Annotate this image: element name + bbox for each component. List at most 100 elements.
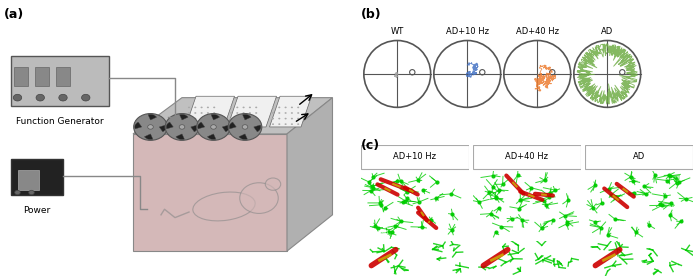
Wedge shape	[180, 114, 188, 120]
Circle shape	[255, 123, 258, 125]
Wedge shape	[243, 114, 251, 120]
Circle shape	[179, 125, 185, 129]
Circle shape	[297, 118, 300, 119]
Wedge shape	[253, 125, 260, 132]
Bar	[420, 185, 447, 202]
Circle shape	[188, 123, 190, 125]
Circle shape	[284, 112, 287, 114]
Circle shape	[248, 112, 251, 114]
Text: (c): (c)	[360, 140, 379, 153]
Wedge shape	[148, 114, 157, 120]
Circle shape	[279, 118, 280, 119]
Ellipse shape	[193, 192, 256, 221]
Wedge shape	[198, 122, 204, 129]
Circle shape	[207, 112, 209, 114]
Circle shape	[195, 112, 196, 114]
Circle shape	[29, 190, 34, 195]
Bar	[473, 145, 581, 169]
Text: Power: Power	[23, 206, 50, 215]
Circle shape	[81, 94, 90, 101]
Circle shape	[284, 107, 287, 108]
Circle shape	[188, 107, 190, 108]
Bar	[14, 67, 28, 86]
Circle shape	[248, 123, 251, 125]
Polygon shape	[287, 98, 332, 251]
Circle shape	[207, 107, 209, 108]
Circle shape	[201, 112, 203, 114]
Circle shape	[148, 125, 153, 129]
Wedge shape	[211, 114, 220, 120]
Text: Cd11 Iba1: Cd11 Iba1	[364, 230, 388, 235]
Wedge shape	[239, 134, 247, 140]
Circle shape	[213, 118, 216, 119]
Text: AD: AD	[633, 152, 645, 161]
Bar	[584, 145, 693, 169]
Wedge shape	[230, 122, 236, 129]
Circle shape	[201, 118, 203, 119]
Circle shape	[243, 112, 245, 114]
Bar	[601, 209, 634, 229]
Circle shape	[239, 183, 279, 213]
Bar	[489, 209, 522, 229]
Text: AD+40 Hz: AD+40 Hz	[505, 152, 548, 161]
Circle shape	[291, 123, 293, 125]
Wedge shape	[167, 122, 174, 129]
Text: AD+10 Hz: AD+10 Hz	[393, 152, 436, 161]
Wedge shape	[135, 122, 141, 129]
Wedge shape	[223, 125, 229, 132]
Circle shape	[195, 123, 196, 125]
Title: AD: AD	[601, 27, 613, 36]
Bar	[56, 67, 70, 86]
Polygon shape	[133, 98, 332, 134]
Circle shape	[36, 94, 45, 101]
Wedge shape	[176, 134, 184, 140]
Circle shape	[297, 107, 300, 108]
Text: Function Generator: Function Generator	[15, 117, 104, 126]
Circle shape	[195, 118, 196, 119]
Circle shape	[284, 123, 287, 125]
Circle shape	[188, 112, 190, 114]
Circle shape	[243, 107, 245, 108]
Circle shape	[188, 118, 190, 119]
Text: (b): (b)	[360, 8, 381, 21]
Circle shape	[237, 118, 238, 119]
Circle shape	[279, 112, 280, 114]
Circle shape	[248, 118, 251, 119]
Circle shape	[213, 112, 216, 114]
Circle shape	[197, 114, 230, 140]
Text: (a): (a)	[4, 8, 24, 21]
Circle shape	[243, 118, 245, 119]
Circle shape	[272, 107, 274, 108]
Circle shape	[230, 123, 232, 125]
Polygon shape	[186, 96, 234, 127]
Circle shape	[15, 190, 20, 195]
Circle shape	[297, 123, 300, 125]
Circle shape	[255, 118, 258, 119]
Wedge shape	[207, 134, 216, 140]
Circle shape	[207, 123, 209, 125]
Circle shape	[265, 178, 281, 190]
Circle shape	[237, 112, 238, 114]
Circle shape	[228, 114, 262, 140]
Circle shape	[230, 118, 232, 119]
Circle shape	[201, 107, 203, 108]
Circle shape	[297, 112, 300, 114]
Circle shape	[230, 107, 232, 108]
Bar	[18, 170, 38, 190]
Polygon shape	[133, 134, 287, 251]
Circle shape	[237, 107, 238, 108]
Bar	[532, 185, 559, 202]
Circle shape	[230, 112, 232, 114]
Circle shape	[213, 107, 216, 108]
Circle shape	[291, 107, 293, 108]
Circle shape	[272, 123, 274, 125]
Circle shape	[242, 125, 248, 129]
Circle shape	[201, 123, 203, 125]
Wedge shape	[144, 134, 153, 140]
Bar	[644, 185, 671, 202]
Circle shape	[243, 123, 245, 125]
Polygon shape	[228, 96, 276, 127]
Circle shape	[291, 112, 293, 114]
Bar	[35, 67, 49, 86]
FancyBboxPatch shape	[10, 159, 63, 195]
